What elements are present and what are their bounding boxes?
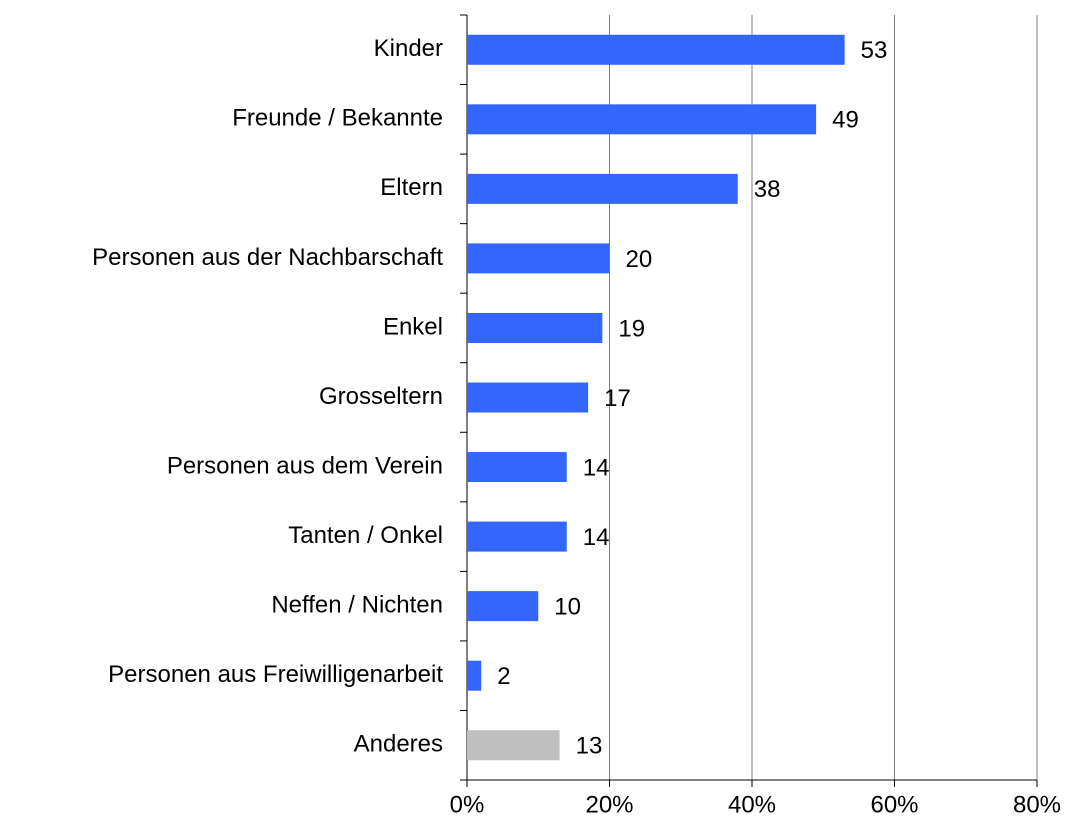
value-label: 10 (554, 593, 581, 620)
value-label: 53 (861, 37, 888, 64)
value-label: 38 (754, 176, 781, 203)
y-tick-label: Eltern (380, 174, 443, 201)
value-label: 14 (583, 454, 610, 481)
value-label: 17 (604, 385, 631, 412)
y-tick-label: Tanten / Onkel (288, 522, 443, 549)
bar (467, 521, 567, 552)
y-tick-label: Personen aus der Nachbarschaft (92, 244, 443, 271)
value-label: 14 (583, 524, 610, 551)
y-tick-label: Personen aus Freiwilligenarbeit (108, 661, 443, 688)
y-tick-label: Anderes (354, 731, 443, 758)
bar (467, 34, 845, 65)
bar (467, 312, 603, 343)
y-tick-label: Personen aus dem Verein (167, 452, 443, 479)
y-tick-label: Enkel (383, 313, 443, 340)
x-tick-label: 60% (870, 791, 918, 818)
bar (467, 173, 738, 204)
bar (467, 243, 610, 274)
y-tick-label: Grosseltern (319, 383, 443, 410)
bar (467, 730, 560, 761)
value-label: 20 (626, 246, 653, 273)
y-tick-label: Neffen / Nichten (271, 591, 443, 618)
bar (467, 452, 567, 483)
value-label: 49 (832, 107, 859, 134)
bar (467, 660, 482, 691)
x-tick-label: 20% (585, 791, 633, 818)
x-tick-label: 40% (728, 791, 776, 818)
value-label: 13 (576, 733, 603, 760)
y-tick-label: Freunde / Bekannte (232, 105, 443, 132)
value-label: 2 (497, 663, 510, 690)
x-tick-label: 80% (1013, 791, 1061, 818)
x-tick-label: 0% (450, 791, 485, 818)
value-label: 19 (618, 315, 645, 342)
y-tick-label: Kinder (374, 35, 443, 62)
bar (467, 591, 539, 622)
bar (467, 104, 817, 135)
bar (467, 382, 589, 413)
